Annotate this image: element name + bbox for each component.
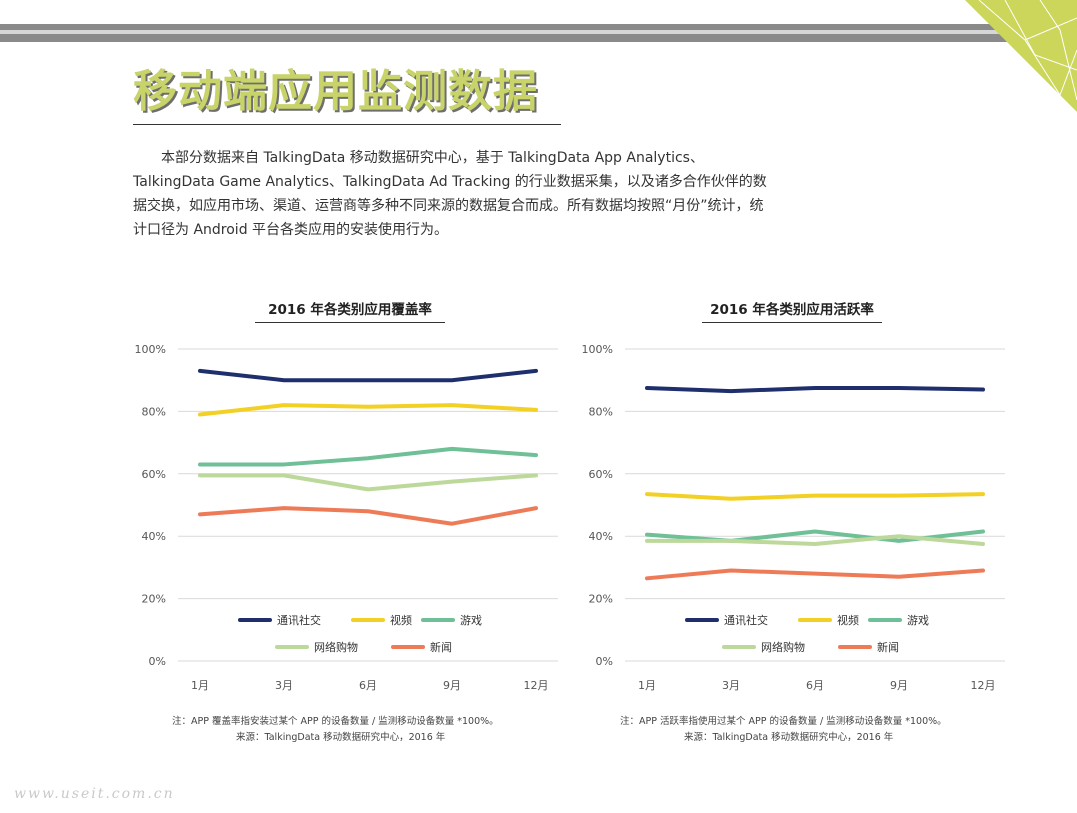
chart-title-rule-coverage <box>255 322 445 323</box>
chart-title-activity: 2016 年各类别应用活跃率 <box>710 302 874 318</box>
x-tick-label: 12月 <box>524 679 549 692</box>
y-tick-label: 0% <box>149 655 166 668</box>
x-tick-label: 12月 <box>971 679 996 692</box>
series-line-2 <box>198 446 538 467</box>
y-tick-label: 80% <box>589 405 613 418</box>
chart-source-activity: 来源：TalkingData 移动数据研究中心，2016 年 <box>684 732 894 743</box>
chart-note-activity: 注：APP 活跃率指使用过某个 APP 的设备数量 / 监测移动设备数量 *10… <box>620 716 947 727</box>
x-tick-label: 9月 <box>443 679 461 692</box>
x-tick-label: 3月 <box>722 679 740 692</box>
header-band-bottom <box>0 34 1028 42</box>
chart-title-rule-activity <box>702 322 882 323</box>
y-tick-label: 20% <box>589 593 613 606</box>
legend-label-1: 视频 <box>390 613 412 627</box>
x-tick-label: 1月 <box>191 679 209 692</box>
y-tick-label: 60% <box>142 468 166 481</box>
series-line-3 <box>645 534 985 546</box>
y-tick-label: 100% <box>582 343 613 356</box>
y-tick-label: 80% <box>142 405 166 418</box>
legend-label-3: 网络购物 <box>761 640 805 654</box>
watermark: www.useit.com.cn <box>14 786 175 802</box>
chart-activity: 0% 20% 40% 60% 80% 100% 1月 3月 6月 9月 12月 通讯社交 视频 游戏网络购… <box>582 343 1005 692</box>
legend-label-0: 通讯社交 <box>277 613 321 627</box>
header-band-top <box>0 24 1028 30</box>
intro-text: 本部分数据来自 TalkingData 移动数据研究中心，基于 TalkingD… <box>133 150 767 238</box>
x-tick-label: 6月 <box>806 679 824 692</box>
chart-coverage: 0% 20% 40% 60% 80% 100% 1月 3月 6月 9月 12月 通讯社交 视频 游戏网络购… <box>135 343 558 692</box>
legend-label-1: 视频 <box>837 613 859 627</box>
page-title: 移动端应用监测数据 <box>133 66 538 117</box>
y-tick-label: 100% <box>135 343 166 356</box>
y-tick-label: 20% <box>142 593 166 606</box>
chart-title-coverage: 2016 年各类别应用覆盖率 <box>268 302 432 318</box>
series-line-1 <box>198 403 538 417</box>
series-line-0 <box>645 386 985 394</box>
y-tick-label: 0% <box>596 655 613 668</box>
x-tick-label: 3月 <box>275 679 293 692</box>
legend-label-4: 新闻 <box>877 640 899 654</box>
intro-paragraph: 本部分数据来自 TalkingData 移动数据研究中心，基于 TalkingD… <box>133 146 773 242</box>
x-tick-label: 9月 <box>890 679 908 692</box>
series-line-4 <box>645 568 985 581</box>
y-tick-label: 40% <box>142 530 166 543</box>
header-band-middle <box>0 30 1028 34</box>
y-tick-label: 40% <box>589 530 613 543</box>
series-line-4 <box>198 506 538 526</box>
corner-decoration <box>965 0 1077 112</box>
x-tick-label: 6月 <box>359 679 377 692</box>
legend-label-4: 新闻 <box>430 640 452 654</box>
legend-label-2: 游戏 <box>907 614 929 627</box>
x-tick-label: 1月 <box>638 679 656 692</box>
chart-note-coverage: 注：APP 覆盖率指安装过某个 APP 的设备数量 / 监测移动设备数量 *10… <box>172 716 499 727</box>
chart-source-coverage: 来源：TalkingData 移动数据研究中心，2016 年 <box>236 732 446 743</box>
legend-label-0: 通讯社交 <box>724 613 768 627</box>
series-line-1 <box>645 492 985 501</box>
series-line-0 <box>198 368 538 383</box>
legend-label-2: 游戏 <box>460 614 482 627</box>
series-line-3 <box>198 473 538 492</box>
y-tick-label: 60% <box>589 468 613 481</box>
title-underline <box>133 124 561 125</box>
legend-label-3: 网络购物 <box>314 640 358 654</box>
